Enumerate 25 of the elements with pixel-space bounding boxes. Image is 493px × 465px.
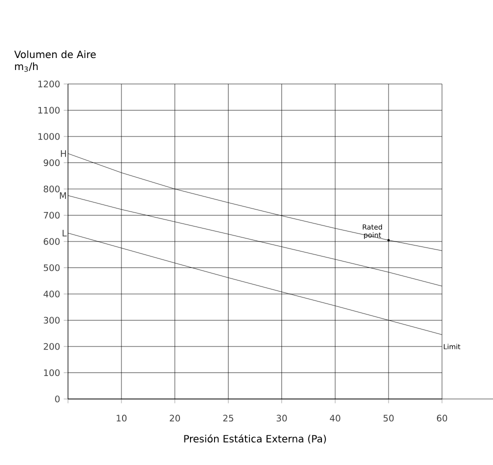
y-tick-label: 200 [44,343,60,350]
y-tick-label: 100 [44,369,60,376]
x-tick-label: 20 [170,414,180,422]
y-tick-label: 1100 [38,106,60,114]
y-tick-label: 1200 [38,80,60,88]
series-label: M [60,192,66,199]
y-axis-title: Volumen de Aire m$_{3}$/h [14,50,96,72]
y-tick-label: 500 [44,264,60,272]
y-tick-label: 400 [44,290,60,298]
x-tick-label: 10 [116,414,127,422]
series-label: L [62,230,67,236]
series-label: H [60,150,66,157]
x-tick-label: 40 [330,414,340,422]
y-tick-label: 800 [44,186,60,192]
x-tick-label: 30 [276,414,287,422]
y-tick-label: 600 [44,238,60,245]
y-tick-label: 0 [55,396,60,402]
y-tick-label: 700 [44,212,60,219]
y-tick-label: 900 [44,159,60,166]
x-tick-label: 50 [384,414,394,422]
y-tick-label: 1000 [38,133,60,140]
x-tick-label: 60 [436,414,448,422]
y-tick-label: 300 [44,316,60,324]
x-tick-label: 25 [223,414,234,422]
x-axis-title: Presión Estática Externa (Pa) [184,434,326,444]
